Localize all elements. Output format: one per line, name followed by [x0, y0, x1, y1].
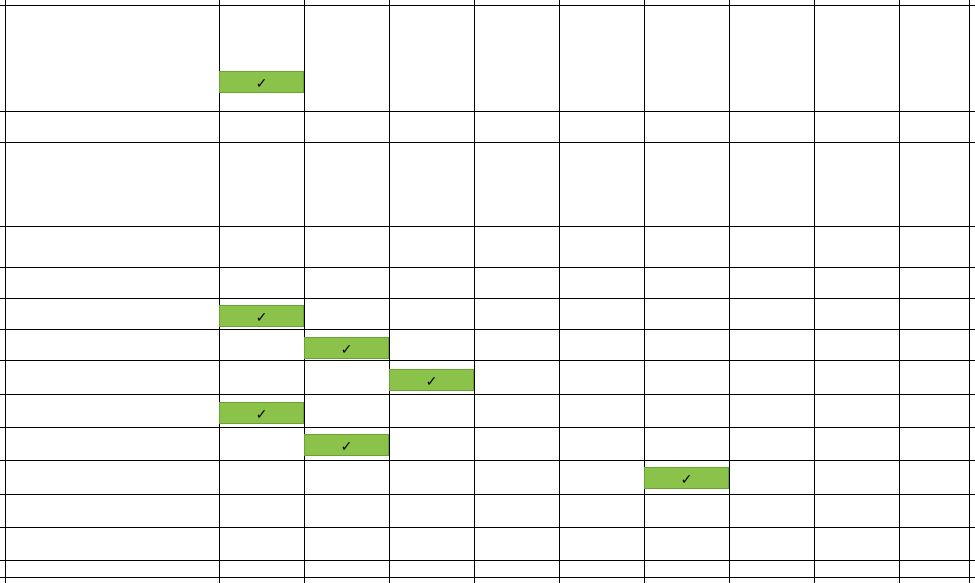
gantt-bar: ✓: [304, 337, 389, 359]
gridline-vertical: [729, 0, 730, 583]
gantt-bar: ✓: [304, 434, 389, 456]
check-icon: ✓: [341, 438, 353, 452]
gridline-vertical: [559, 0, 560, 583]
gridline-vertical: [304, 0, 305, 583]
gridline-horizontal: [0, 427, 975, 428]
gridline-vertical: [389, 0, 390, 583]
gantt-bar: ✓: [219, 305, 304, 327]
gridline-horizontal: [0, 142, 975, 143]
gridline-vertical: [899, 0, 900, 583]
check-icon: ✓: [426, 373, 438, 387]
gridline-horizontal: [0, 560, 975, 561]
check-icon: ✓: [256, 75, 268, 89]
check-icon: ✓: [256, 406, 268, 420]
gantt-bar: ✓: [644, 467, 729, 489]
gantt-bar: ✓: [219, 71, 304, 93]
gridline-vertical: [969, 0, 970, 583]
gridline-horizontal: [0, 298, 975, 299]
gridline-vertical: [644, 0, 645, 583]
check-icon: ✓: [256, 309, 268, 323]
gridline-horizontal: [0, 267, 975, 268]
check-icon: ✓: [341, 341, 353, 355]
gridline-horizontal: [0, 5, 975, 6]
gridline-horizontal: [0, 394, 975, 395]
gantt-bar: ✓: [389, 369, 474, 391]
gridline-horizontal: [0, 360, 975, 361]
gridline-horizontal: [0, 226, 975, 227]
gridline-horizontal: [0, 111, 975, 112]
gridline-horizontal: [0, 577, 975, 578]
gridline-vertical: [814, 0, 815, 583]
gantt-chart: ✓ ✓ ✓ ✓ ✓ ✓ ✓: [0, 0, 975, 583]
gridline-vertical: [5, 0, 6, 583]
check-icon: ✓: [681, 471, 693, 485]
gridline-vertical: [474, 0, 475, 583]
gridline-horizontal: [0, 460, 975, 461]
gridline-horizontal: [0, 329, 975, 330]
gridline-horizontal: [0, 527, 975, 528]
gantt-bar: ✓: [219, 402, 304, 424]
gridline-horizontal: [0, 494, 975, 495]
